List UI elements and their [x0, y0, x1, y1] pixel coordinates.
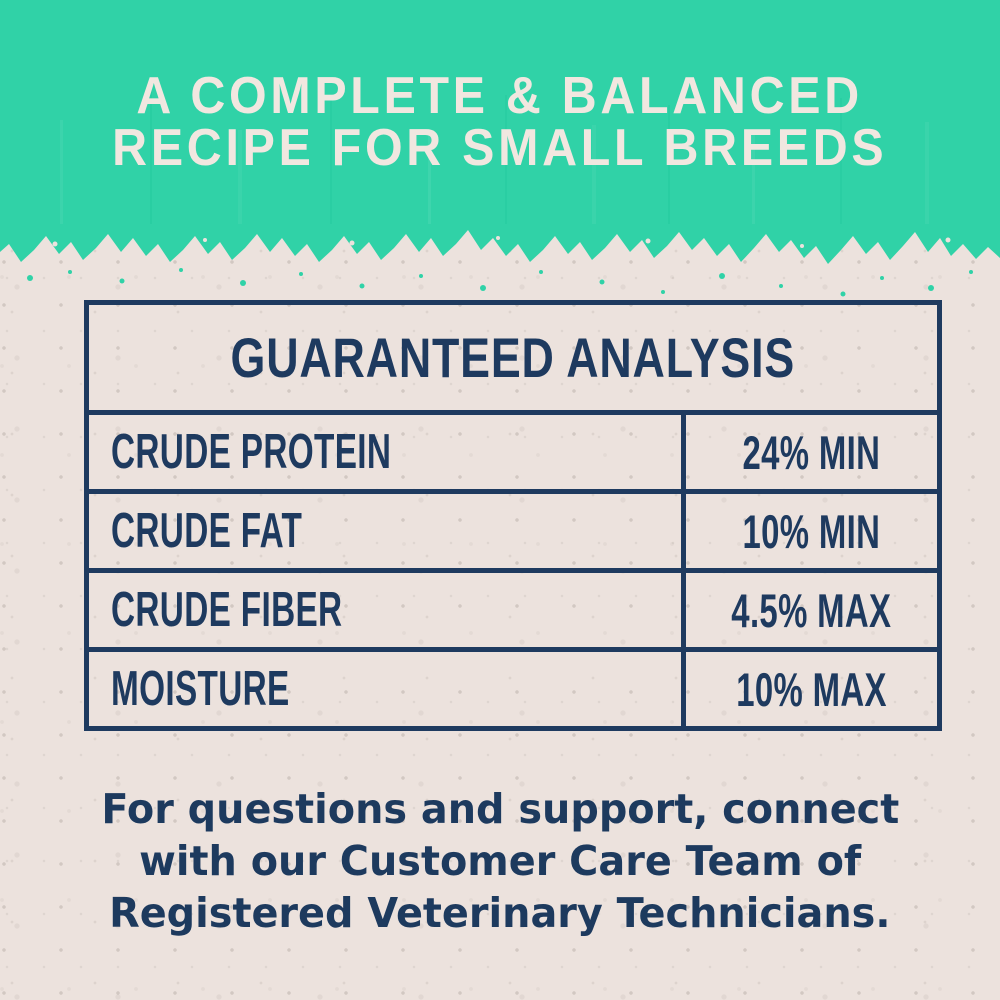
guaranteed-analysis-table: GUARANTEED ANALYSIS CRUDE PROTEIN 24% MI…: [84, 300, 942, 731]
headline: A COMPLETE & BALANCED RECIPE FOR SMALL B…: [0, 70, 1000, 174]
table-row-value-moisture: 10% MAX: [681, 647, 937, 726]
table-row-label-crude-fiber: CRUDE FIBER: [89, 568, 681, 647]
table-row-value-crude-protein: 24% MIN: [681, 410, 937, 489]
headline-line-2: RECIPE FOR SMALL BREEDS: [112, 119, 888, 177]
brush-streaks: [60, 90, 929, 224]
table-title: GUARANTEED ANALYSIS: [230, 326, 796, 389]
support-text: For questions and support, connect with …: [0, 783, 1000, 939]
teal-flecks: [27, 268, 973, 297]
support-line-3: Registered Veterinary Technicians.: [109, 889, 891, 937]
table-row-value-crude-fiber: 4.5% MAX: [681, 568, 937, 647]
table-row-label-moisture: MOISTURE: [89, 647, 681, 726]
table-row-label-crude-protein: CRUDE PROTEIN: [89, 410, 681, 489]
headline-line-1: A COMPLETE & BALANCED: [136, 67, 864, 125]
table-row-value-crude-fat: 10% MIN: [681, 489, 937, 568]
table-row-label-crude-fat: CRUDE FAT: [89, 489, 681, 568]
support-line-2: with our Customer Care Team of: [138, 837, 862, 885]
support-line-1: For questions and support, connect: [101, 785, 899, 833]
cream-flecks: [52, 236, 951, 248]
torn-paper-edge: [0, 0, 1000, 297]
